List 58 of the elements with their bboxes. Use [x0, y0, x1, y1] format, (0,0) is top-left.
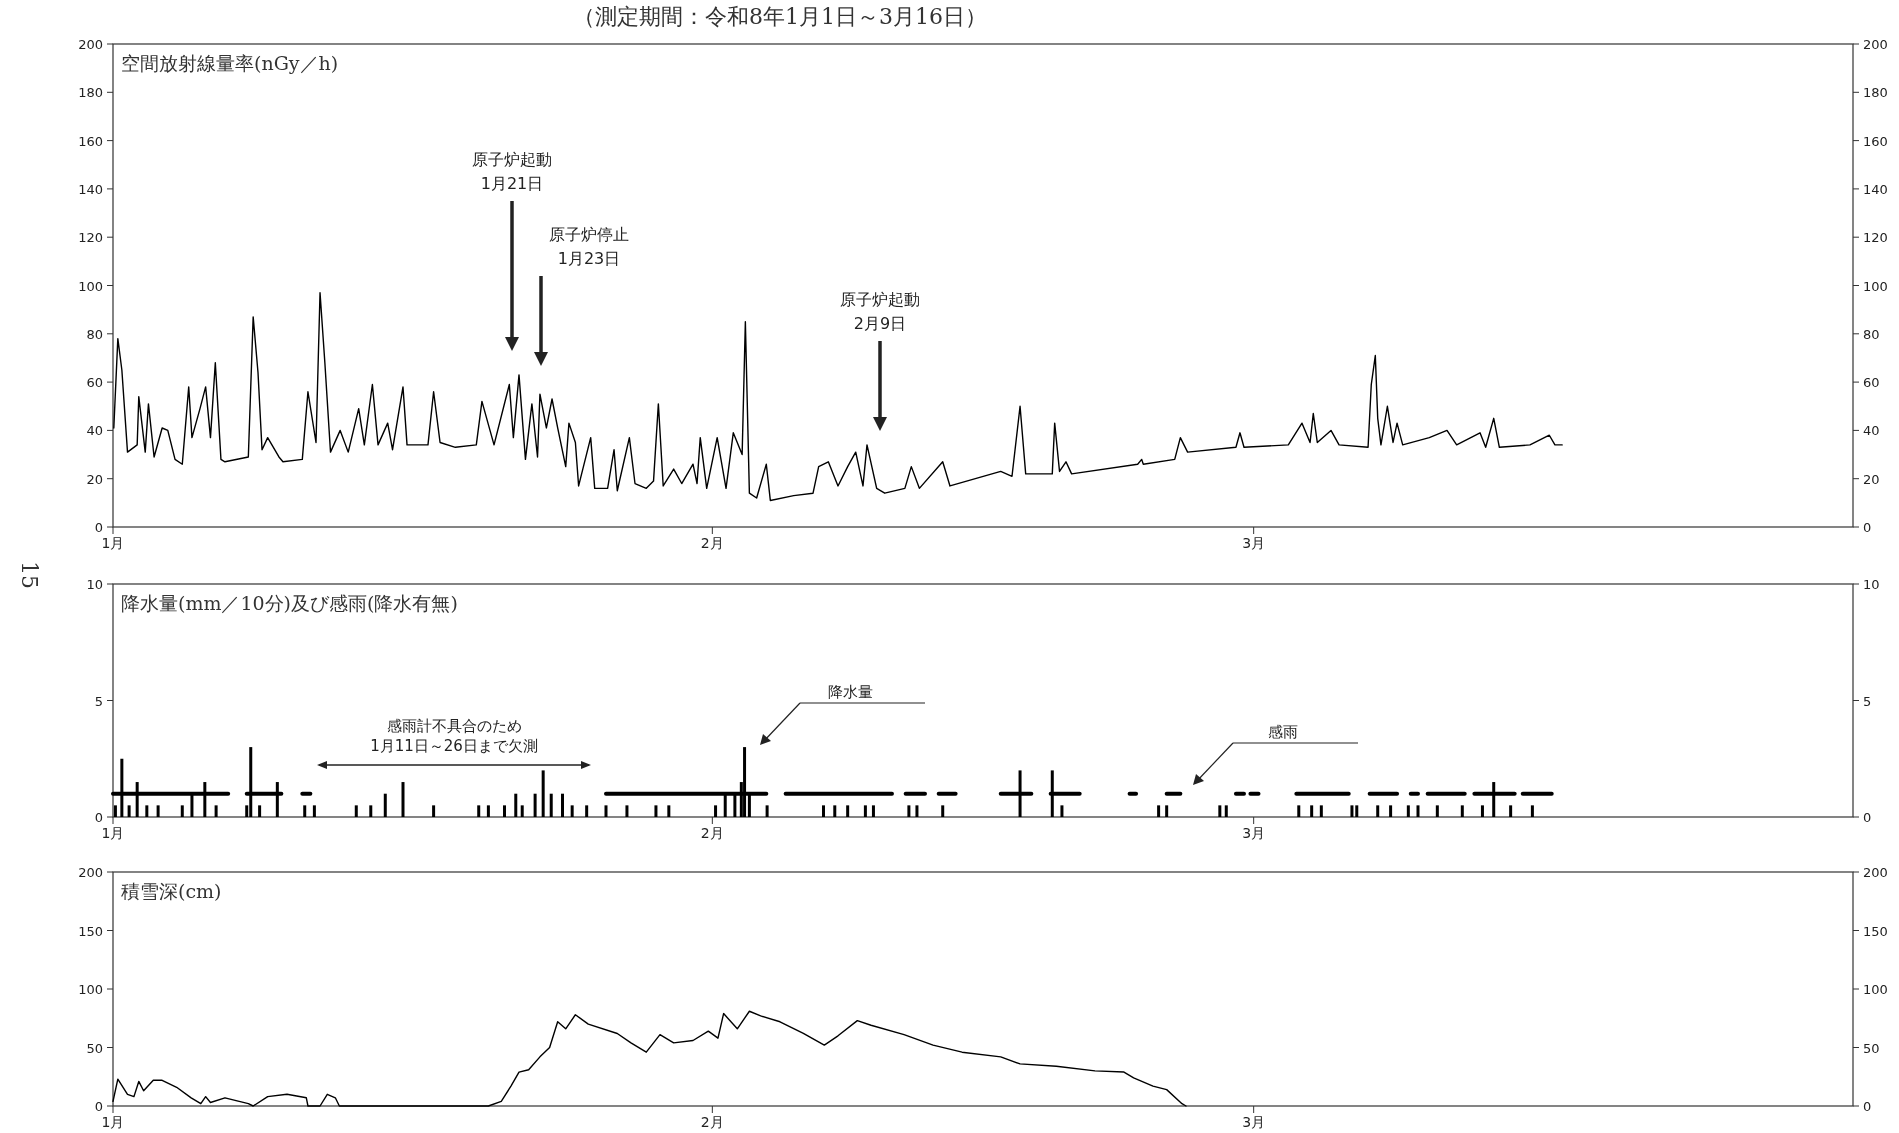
y-axis-title: 空間放射線量率(nGy／h) [121, 52, 339, 74]
y-tick-label: 150 [78, 923, 103, 939]
y-tick-label: 50 [86, 1040, 103, 1056]
x-tick-label: 3月 [1242, 1114, 1266, 1130]
y-axis-title: 積雪深(cm) [121, 880, 222, 902]
y-tick-label: 0 [94, 1099, 103, 1114]
y2-tick-label: 160 [1863, 133, 1888, 149]
x-tick-label: 2月 [700, 1114, 724, 1130]
x-tick-label: 2月 [700, 825, 724, 841]
y2-tick-label: 80 [1863, 326, 1880, 342]
y-tick-label: 100 [78, 278, 103, 294]
x-tick-label: 2月 [700, 535, 724, 551]
y2-tick-label: 0 [1863, 810, 1872, 825]
text: 15 [17, 561, 42, 589]
y-tick-label: 100 [78, 982, 103, 997]
x-tick-label: 1月 [101, 535, 125, 551]
y-tick-label: 0 [94, 810, 103, 825]
y-tick-label: 60 [86, 375, 103, 391]
y-tick-label: 180 [78, 85, 103, 101]
y2-tick-label: 60 [1863, 375, 1880, 391]
y2-tick-label: 0 [1863, 520, 1872, 535]
y-tick-label: 20 [86, 471, 103, 487]
annotation: 降水量 [827, 683, 873, 701]
y2-tick-label: 150 [1863, 923, 1888, 939]
y-tick-label: 10 [86, 577, 103, 592]
annotation: 感雨 [1268, 723, 1298, 741]
x-tick-label: 3月 [1242, 535, 1266, 551]
y2-tick-label: 20 [1863, 471, 1880, 487]
y2-tick-label: 100 [1863, 982, 1888, 997]
y-tick-label: 0 [94, 520, 103, 535]
chart-title: （測定期間：令和8年1月1日～3月16日） [573, 4, 987, 29]
x-tick-label: 3月 [1242, 825, 1266, 841]
y-tick-label: 200 [78, 37, 103, 52]
x-tick-label: 1月 [101, 825, 125, 841]
y2-tick-label: 50 [1863, 1040, 1880, 1056]
y-tick-label: 120 [78, 230, 103, 246]
annotation: 原子炉起動 2月9日 [840, 290, 920, 333]
annotation: 感雨計不具合のため 1月11日～26日まで欠測 [370, 717, 538, 755]
y2-tick-label: 10 [1863, 577, 1880, 592]
y-axis-title: 降水量(mm／10分)及び感雨(降水有無) [121, 592, 458, 614]
y2-tick-label: 40 [1863, 423, 1880, 439]
y2-tick-label: 200 [1863, 865, 1888, 880]
y2-tick-label: 5 [1863, 693, 1872, 709]
y2-tick-label: 100 [1863, 278, 1888, 294]
x-tick-label: 1月 [101, 1114, 125, 1130]
y-tick-label: 80 [86, 326, 103, 342]
y-tick-label: 160 [78, 133, 103, 149]
annotation: 原子炉停止 1月23日 [549, 225, 629, 268]
y-tick-label: 140 [78, 181, 103, 197]
annotation: 原子炉起動 1月21日 [472, 150, 552, 193]
y2-tick-label: 0 [1863, 1099, 1872, 1114]
y-tick-label: 5 [94, 693, 103, 709]
y-tick-label: 40 [86, 423, 103, 439]
y2-tick-label: 140 [1863, 181, 1888, 197]
y2-tick-label: 180 [1863, 85, 1888, 101]
y2-tick-label: 120 [1863, 230, 1888, 246]
y2-tick-label: 200 [1863, 37, 1888, 52]
y-tick-label: 200 [78, 865, 103, 880]
